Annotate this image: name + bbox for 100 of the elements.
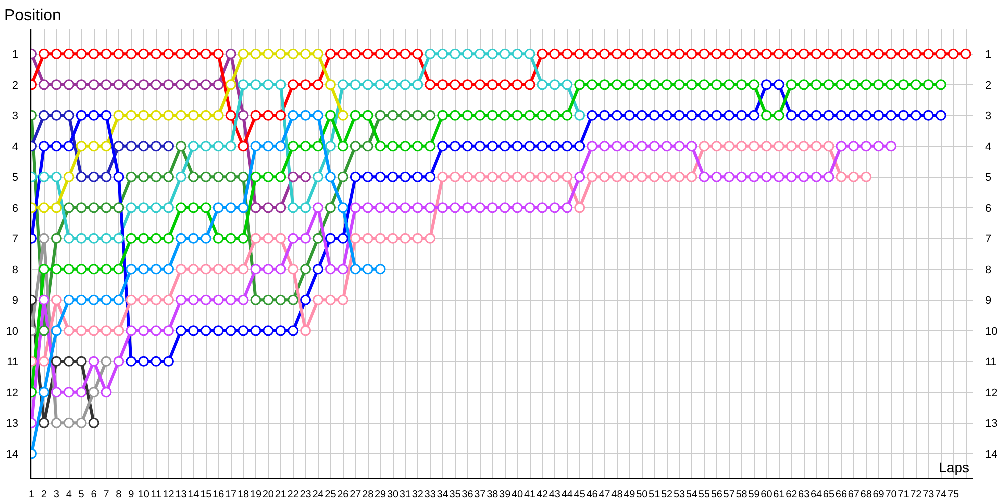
point (362, 141, 374, 152)
point (101, 141, 112, 152)
y2-tick-label: 4 (986, 141, 992, 154)
point (101, 356, 112, 367)
point (88, 418, 100, 428)
x-tick-label: 58 (736, 490, 748, 500)
point (313, 110, 324, 121)
point (138, 172, 150, 182)
x-tick-label: 31 (400, 490, 412, 500)
point (176, 80, 186, 90)
point (362, 80, 374, 90)
point (300, 202, 312, 214)
x-tick-label: 2 (41, 490, 48, 500)
point (38, 326, 50, 336)
x-tick-label: 69 (873, 490, 885, 500)
x-tick-label: 44 (562, 490, 574, 500)
point (250, 202, 262, 214)
point (474, 48, 486, 60)
point (500, 48, 510, 60)
point (400, 110, 411, 121)
point (276, 141, 286, 152)
y2-tick-label: 9 (986, 295, 992, 308)
point (114, 202, 124, 214)
point (288, 110, 299, 121)
point (151, 80, 162, 90)
x-tick-label: 6 (91, 490, 98, 500)
point (114, 80, 124, 90)
point (250, 48, 262, 60)
point (200, 172, 212, 182)
point (101, 80, 112, 90)
x-tick-label: 18 (238, 490, 250, 500)
x-tick-label: 32 (412, 490, 424, 500)
point (438, 48, 448, 60)
x-tick-label: 34 (437, 490, 449, 500)
point (338, 80, 348, 90)
x-tick-label: 66 (836, 490, 848, 500)
point (288, 48, 299, 60)
point (164, 80, 174, 90)
point (300, 264, 312, 275)
y-tick-label: 4 (12, 141, 19, 154)
point (263, 202, 274, 214)
point (126, 264, 137, 275)
x-tick-label: 59 (748, 490, 760, 500)
x-tick-label: 1 (28, 490, 35, 500)
point (388, 80, 398, 90)
point (574, 110, 586, 121)
point (64, 202, 74, 214)
point (64, 233, 74, 244)
point (226, 80, 236, 90)
point (164, 110, 174, 121)
point (64, 172, 74, 182)
y2-tick-label: 10 (986, 326, 998, 338)
x-tick-label: 23 (300, 490, 312, 500)
point (300, 110, 312, 121)
point (238, 80, 249, 90)
point (76, 141, 87, 152)
x-tick-label: 5 (78, 490, 85, 500)
point (400, 80, 411, 90)
x-tick-label: 73 (923, 490, 935, 500)
point (64, 356, 74, 367)
x-tick-label: 42 (536, 490, 548, 500)
point (64, 294, 74, 306)
point (537, 80, 548, 90)
x-tick-label: 24 (312, 490, 324, 500)
y-tick-label: 2 (12, 80, 19, 92)
y-tick-label: 3 (12, 110, 19, 123)
point (188, 80, 199, 90)
point (114, 141, 124, 152)
point (38, 387, 50, 398)
point (325, 80, 336, 90)
point (114, 110, 124, 121)
point (300, 172, 312, 182)
x-tick-label: 53 (674, 490, 686, 500)
point (88, 80, 100, 90)
x-tick-label: 26 (338, 490, 350, 500)
point (64, 418, 74, 428)
point (51, 110, 62, 121)
point (338, 110, 348, 121)
point (88, 141, 100, 152)
point (487, 48, 498, 60)
x-tick-label: 16 (213, 490, 225, 500)
point (276, 202, 286, 214)
point (263, 294, 274, 306)
point (38, 172, 50, 182)
point (51, 418, 62, 428)
point (164, 172, 174, 182)
y-axis-title: Position (4, 8, 62, 24)
point (101, 294, 112, 306)
point (250, 80, 262, 90)
point (38, 202, 50, 214)
point (76, 80, 87, 90)
point (362, 264, 374, 275)
point (188, 141, 199, 152)
y-tick-label: 10 (6, 326, 19, 338)
x-tick-label: 33 (424, 490, 436, 500)
point (126, 172, 137, 182)
x-tick-label: 39 (500, 490, 512, 500)
x-tick-label: 63 (798, 490, 810, 500)
x-tick-label: 65 (823, 490, 835, 500)
point (213, 110, 224, 121)
